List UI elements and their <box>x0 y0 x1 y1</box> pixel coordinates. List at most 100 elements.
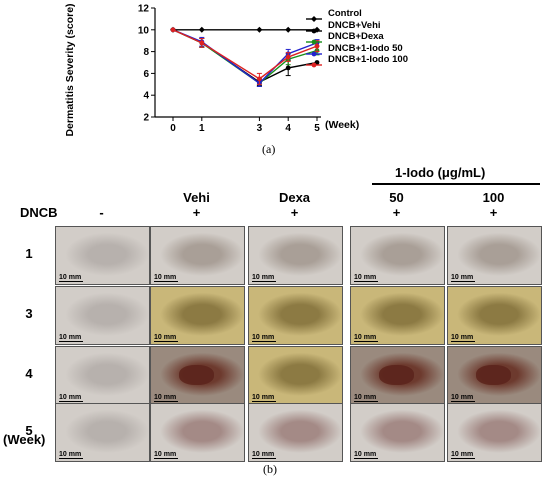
mouse-skin-photo: 10 mm <box>248 286 343 345</box>
y-tick-label: 8 <box>143 47 149 58</box>
scale-bar-label: 10 mm <box>59 394 82 401</box>
scale-bar-label: 10 mm <box>59 274 82 281</box>
scale-bar-label: 10 mm <box>154 451 177 458</box>
legend-marker <box>306 45 322 56</box>
mouse-skin-photo: 10 mm <box>447 346 542 405</box>
scale-bar <box>59 400 83 402</box>
mouse-skin-photo: 10 mm <box>248 226 343 285</box>
column-dncb-sign: + <box>489 205 498 220</box>
panel-a-label: (a) <box>262 142 276 156</box>
mouse-skin-photo: 10 mm <box>447 286 542 345</box>
legend-marker <box>306 33 322 45</box>
scale-bar <box>451 457 475 459</box>
x-tick-label: 0 <box>170 123 176 134</box>
data-point <box>199 40 205 46</box>
scale-bar <box>59 340 83 342</box>
scale-bar-label: 10 mm <box>354 274 377 281</box>
scale-bar-label: 10 mm <box>59 451 82 458</box>
series-dncb-dexa <box>170 27 320 87</box>
x-tick-label: 4 <box>285 123 291 134</box>
legend-marker <box>306 10 322 22</box>
scale-bar-label: 10 mm <box>451 274 474 281</box>
data-point <box>314 43 320 49</box>
mouse-skin-photo: 10 mm <box>55 286 150 345</box>
scale-bar-label: 10 mm <box>154 274 177 281</box>
scale-bar-label: 10 mm <box>59 334 82 341</box>
mouse-skin-photo: 10 mm <box>55 346 150 405</box>
scale-bar-label: 10 mm <box>354 334 377 341</box>
scale-bar-label: 10 mm <box>154 394 177 401</box>
scale-bar <box>59 280 83 282</box>
x-tick-label: 1 <box>199 123 205 134</box>
mouse-skin-photo: 10 mm <box>55 403 150 462</box>
mouse-skin-photo: 10 mm <box>447 226 542 285</box>
data-point <box>257 76 262 82</box>
legend-label: DNCB+1-Iodo 100 <box>328 54 408 65</box>
data-point <box>285 26 292 33</box>
legend-label: DNCB+Dexa <box>328 31 384 42</box>
x-tick-label: 3 <box>257 123 263 134</box>
column-dncb-sign: + <box>290 205 299 220</box>
y-tick-label: 4 <box>143 91 149 102</box>
column-treatment-label: Vehi <box>183 190 210 205</box>
scale-bar <box>252 280 276 282</box>
column-treatment-label: 50 <box>389 190 404 205</box>
series-control <box>170 26 320 33</box>
y-axis-label: Dermatitis Severity (score) <box>64 3 76 137</box>
row-week-label: 3 <box>25 306 33 321</box>
scale-bar-label: 10 mm <box>154 334 177 341</box>
week-label: (Week) <box>3 432 46 447</box>
mouse-skin-photo: 10 mm <box>350 346 445 405</box>
y-tick-label: 10 <box>138 25 150 36</box>
mouse-skin-photo: 10 mm <box>150 286 245 345</box>
scale-bar <box>354 340 378 342</box>
chart-axes: 2 4 6 8 10 12 0 1 3 4 5 <box>138 4 321 134</box>
legend-label: DNCB+Vehi <box>328 19 381 31</box>
series-dncb-1-iodo-100 <box>170 27 320 85</box>
scale-bar-label: 10 mm <box>252 451 275 458</box>
data-point <box>285 65 291 71</box>
scale-bar-label: 10 mm <box>451 451 474 458</box>
series-line <box>172 29 318 83</box>
scale-bar <box>59 457 83 459</box>
panel-b-label: (b) <box>263 462 277 476</box>
legend-marker <box>306 56 322 68</box>
scale-bar <box>154 457 178 459</box>
mouse-skin-photo: 10 mm <box>248 346 343 405</box>
scale-bar-label: 10 mm <box>252 274 275 281</box>
scale-bar-label: 10 mm <box>252 334 275 341</box>
scale-bar <box>451 280 475 282</box>
y-tick-label: 2 <box>143 113 149 124</box>
scale-bar <box>252 457 276 459</box>
scale-bar <box>154 280 178 282</box>
row-week-label: 4 <box>25 366 33 381</box>
legend-label: Control <box>328 8 362 19</box>
mouse-skin-photo: 10 mm <box>350 403 445 462</box>
data-point <box>198 26 205 33</box>
scale-bar-label: 10 mm <box>451 394 474 401</box>
scale-bar <box>354 457 378 459</box>
row-week-label: 1 <box>25 246 33 261</box>
column-treatment-label: 100 <box>482 190 505 205</box>
scale-bar-label: 10 mm <box>252 394 275 401</box>
scale-bar <box>252 400 276 402</box>
legend-label: DNCB+1-Iodo 50 <box>328 42 403 54</box>
scale-bar-label: 10 mm <box>354 451 377 458</box>
chart-series <box>170 26 320 87</box>
scale-bar <box>354 280 378 282</box>
mouse-skin-photo: 10 mm <box>350 226 445 285</box>
scale-bar-label: 10 mm <box>451 334 474 341</box>
y-tick-label: 12 <box>138 4 150 15</box>
scale-bar <box>354 400 378 402</box>
column-dncb-sign: + <box>392 205 401 220</box>
x-axis-label: (Week) <box>325 119 360 131</box>
scale-bar <box>451 340 475 342</box>
mouse-skin-photo: 10 mm <box>447 403 542 462</box>
mouse-skin-photo: 10 mm <box>150 346 245 405</box>
series-line <box>172 29 318 85</box>
mouse-skin-photo: 10 mm <box>150 403 245 462</box>
data-point <box>285 54 291 60</box>
mouse-skin-photo: 10 mm <box>248 403 343 462</box>
dncb-label: DNCB <box>20 205 58 220</box>
column-dncb-sign: - <box>99 205 104 220</box>
